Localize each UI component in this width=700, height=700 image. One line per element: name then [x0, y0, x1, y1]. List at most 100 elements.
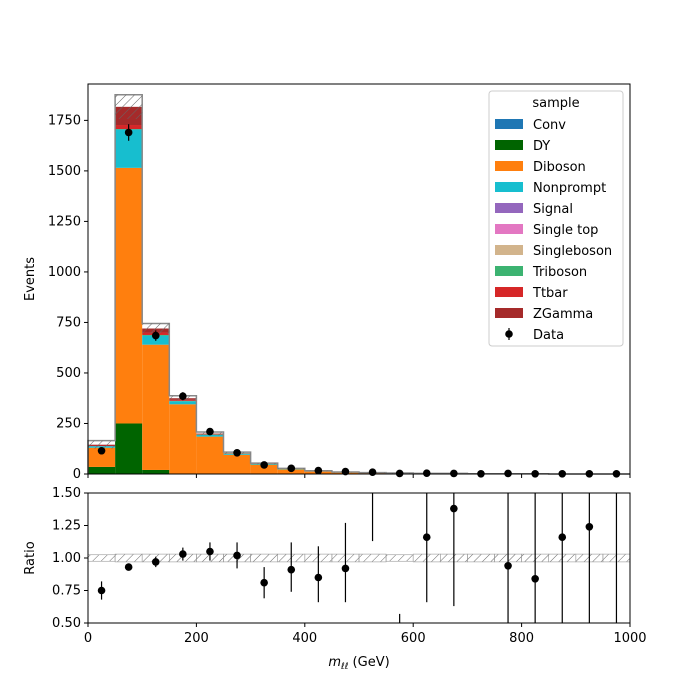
- x-tick-label: 600: [401, 631, 426, 646]
- bar-diboson: [196, 436, 224, 474]
- legend-swatch: [495, 119, 523, 129]
- legend-label: Ttbar: [532, 286, 568, 301]
- y-tick-label: 1000: [48, 265, 81, 280]
- data-point: [206, 427, 214, 436]
- legend-data-marker: [505, 330, 513, 338]
- ratio-point: [233, 551, 241, 560]
- legend-label: Nonprompt: [533, 181, 606, 196]
- ratio-point: [124, 563, 133, 571]
- ratio-y-axis-label: Ratio: [23, 541, 38, 574]
- ratio-y-tick-label: 1.00: [52, 551, 81, 566]
- data-point: [314, 466, 323, 475]
- bar-dy: [115, 423, 143, 474]
- x-axis-label-unit: (GeV): [348, 655, 389, 670]
- ratio-point: [422, 533, 431, 541]
- mc-uncertainty-bin: [142, 323, 170, 334]
- bar-diboson: [115, 167, 143, 424]
- ratio-band-bin: [87, 554, 116, 562]
- x-tick-label: 400: [292, 631, 317, 646]
- bar-nonprompt: [169, 401, 197, 405]
- ratio-uncertainty-band: [87, 553, 631, 563]
- legend-label: Signal: [533, 202, 573, 217]
- data-point: [504, 469, 512, 478]
- legend-swatch: [495, 308, 523, 318]
- data-point: [124, 128, 133, 137]
- x-tick-label: 200: [184, 631, 209, 646]
- bar-diboson: [223, 454, 251, 474]
- y-tick-label: 1750: [48, 113, 81, 128]
- ratio-point: [504, 562, 512, 570]
- x-axis-label-subscript: ℓℓ: [340, 662, 348, 672]
- stacked-bars: [88, 106, 549, 474]
- y-tick-label: 750: [56, 315, 81, 330]
- ratio-y-tick-label: 1.25: [52, 519, 81, 534]
- ratio-x-ticks: 0 200 400 600 800 1000: [84, 623, 647, 646]
- legend-label: Diboson: [533, 160, 586, 175]
- ratio-y-tick-label: 0.75: [52, 584, 81, 599]
- top-panel: 0 250 500 750 1000 1250 1500 1750 Events: [23, 83, 631, 482]
- ratio-point: [558, 533, 567, 541]
- ratio-band-bin: [358, 553, 387, 563]
- legend-label: Singleboson: [533, 244, 612, 259]
- ratio-y-tick-label: 1.50: [52, 486, 81, 501]
- ratio-point: [97, 586, 106, 595]
- ratio-point: [287, 565, 296, 574]
- legend-items: Conv DY Diboson Nonprompt Signal Single top Si…: [495, 118, 612, 343]
- x-axis-label: mℓℓ (GeV): [328, 655, 389, 672]
- x-tick-label: 1000: [613, 631, 646, 646]
- legend-swatch: [495, 245, 523, 255]
- ratio-panel: 0.50 0.75 1.00 1.25 1.50 0 200 400 600 800 1000 R…: [23, 486, 647, 672]
- ratio-point: [179, 550, 187, 558]
- legend-title: sample: [532, 96, 579, 111]
- ratio-point: [585, 523, 594, 531]
- ratio-band-bin: [250, 553, 279, 563]
- legend-frame: [488, 90, 624, 347]
- bar-diboson: [142, 344, 170, 470]
- ratio-y-tick-label: 0.50: [52, 616, 81, 631]
- x-axis-label-symbol: m: [328, 655, 341, 670]
- bar-diboson: [250, 464, 278, 474]
- data-point: [422, 469, 431, 477]
- legend-swatch: [495, 182, 523, 192]
- legend-label: ZGamma: [533, 307, 593, 322]
- top-y-ticks: 0 250 500 750 1000 1250 1500 1750: [48, 113, 88, 482]
- ratio-band-bin: [114, 553, 143, 563]
- legend-swatch: [495, 224, 523, 234]
- data-point: [97, 446, 106, 455]
- y-tick-label: 250: [56, 416, 81, 431]
- data-point: [260, 461, 268, 469]
- ratio-point: [341, 564, 350, 573]
- legend-swatch: [495, 140, 523, 150]
- top-axes-frame: [87, 83, 631, 475]
- legend-label: DY: [533, 139, 550, 154]
- legend-label: Single top: [533, 223, 598, 238]
- bar-dy: [88, 466, 116, 474]
- ratio-point: [450, 504, 458, 513]
- data-point: [368, 468, 377, 476]
- legend-swatch: [495, 161, 523, 171]
- data-point: [341, 467, 350, 476]
- y-tick-label: 500: [56, 366, 81, 381]
- y-tick-label: 1500: [48, 164, 81, 179]
- ratio-y-ticks: 0.50 0.75 1.00 1.25 1.50: [52, 486, 88, 631]
- y-tick-label: 0: [73, 467, 81, 482]
- ratio-point: [151, 558, 160, 566]
- ratio-point: [531, 575, 539, 583]
- ratio-band-bin: [385, 554, 414, 562]
- data-point: [395, 469, 404, 478]
- ratio-band-bin: [467, 553, 495, 563]
- bar-diboson: [169, 404, 197, 474]
- data-point: [151, 331, 160, 340]
- mc-uncertainty-bin: [88, 440, 116, 449]
- bar-nonprompt: [196, 435, 224, 437]
- legend-label: Data: [533, 328, 564, 343]
- mc-uncertainty-bin: [115, 94, 143, 119]
- ratio-point: [260, 578, 268, 587]
- data-point: [179, 392, 187, 401]
- y-tick-label: 1250: [48, 214, 81, 229]
- x-tick-label: 800: [509, 631, 534, 646]
- ratio-points: [97, 493, 618, 623]
- legend-swatch: [495, 287, 523, 297]
- legend-swatch: [495, 266, 523, 276]
- bar-diboson: [88, 447, 116, 467]
